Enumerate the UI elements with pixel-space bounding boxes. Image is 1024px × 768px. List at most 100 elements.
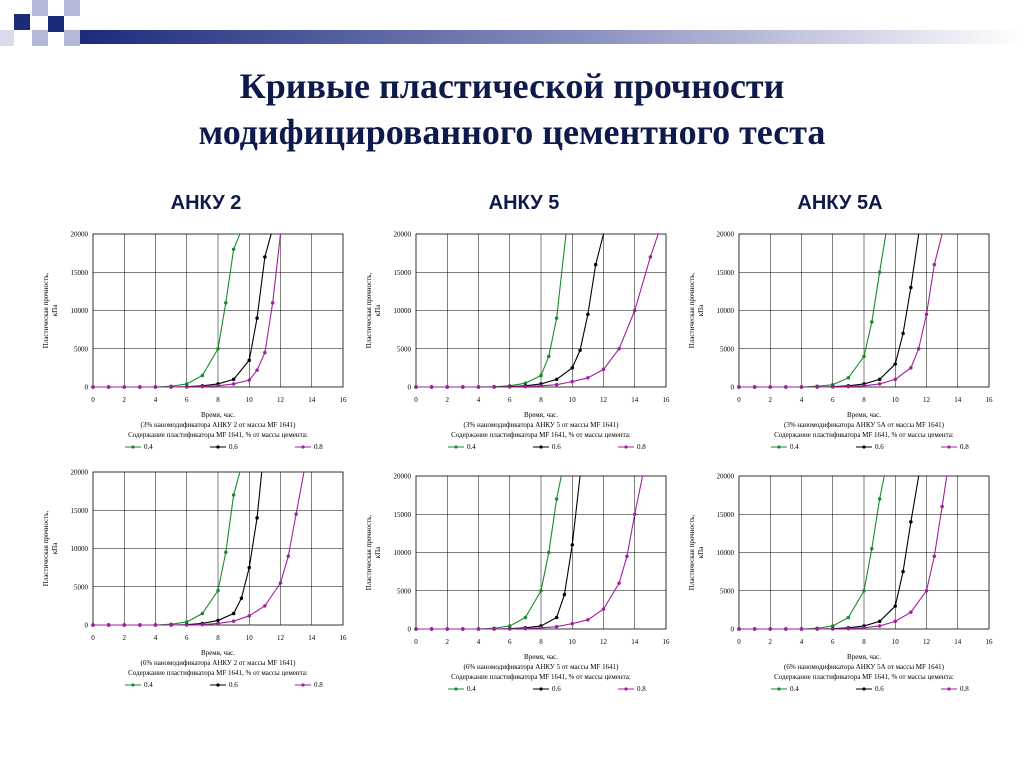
- x-tick-label: 2: [123, 634, 127, 642]
- legend-marker-0.8: [624, 445, 628, 449]
- data-point-0.6: [216, 618, 220, 623]
- data-point-0.6: [593, 262, 598, 267]
- chart-note: (6% наномодификатора АНКУ 5 от массы MF …: [464, 663, 620, 671]
- data-point-0.8: [586, 376, 590, 380]
- data-point-0.8: [924, 588, 929, 593]
- y-axis-label-line-2: кПа: [51, 304, 59, 316]
- legend-label-0.6: 0.6: [875, 685, 884, 693]
- data-point-0.8: [768, 627, 773, 631]
- y-tick-label: 20000: [717, 473, 735, 481]
- data-point-0.8: [231, 619, 236, 623]
- data-point-0.8: [138, 623, 142, 627]
- data-point-0.8: [461, 627, 465, 631]
- x-tick-label: 12: [600, 638, 608, 646]
- data-point-0.8: [940, 504, 944, 509]
- data-point-0.8: [91, 623, 95, 627]
- data-point-0.8: [492, 385, 496, 389]
- data-point-0.4: [547, 354, 551, 359]
- chart-anku2-6pct: 0 2 4 6 8 10 12 14 16 0 5000 10000 15000 20000 Пластич…: [38, 464, 358, 700]
- y-tick-label: 10000: [717, 549, 735, 557]
- data-point-0.8: [200, 384, 205, 389]
- header-decoration: [0, 0, 1024, 46]
- x-tick-label: 14: [954, 638, 962, 646]
- data-point-0.8: [429, 385, 434, 389]
- data-point-0.6: [231, 611, 236, 616]
- legend-marker-0.8: [947, 687, 951, 691]
- x-tick-label: 6: [508, 638, 512, 646]
- data-point-0.6: [893, 604, 898, 608]
- y-tick-label: 10000: [394, 549, 412, 557]
- x-tick-label: 4: [477, 638, 481, 646]
- data-point-0.8: [270, 301, 275, 305]
- data-point-0.8: [263, 604, 267, 608]
- y-tick-label: 15000: [717, 511, 735, 519]
- x-tick-label: 10: [246, 396, 254, 404]
- legend-label-0.4: 0.4: [790, 685, 799, 693]
- y-axis-label: Пластическая прочность,кПа: [688, 273, 705, 349]
- data-point-0.6: [877, 377, 882, 382]
- x-tick-label: 12: [277, 396, 285, 404]
- x-tick-label: 14: [308, 634, 316, 642]
- data-point-0.8: [153, 385, 158, 389]
- data-point-0.8: [554, 382, 559, 387]
- data-point-0.8: [893, 619, 898, 624]
- y-axis-label-line-2: кПа: [697, 546, 705, 558]
- data-point-0.6: [901, 331, 905, 336]
- data-point-0.6: [255, 316, 259, 320]
- chart-svg: 0 2 4 6 8 10 12 14 16 0 5000 10000 15000 20000 Пластич…: [365, 473, 670, 694]
- chart-anku5-6pct: 0 2 4 6 8 10 12 14 16 0 5000 10000 15000 20000 Пластич…: [361, 468, 681, 704]
- x-tick-label: 2: [769, 638, 773, 646]
- x-tick-label: 14: [631, 638, 639, 646]
- deco-square-4: [48, 16, 64, 32]
- legend-label-0.4: 0.4: [790, 443, 799, 451]
- legend-title: Содержание пластификатора MF 1641, % от …: [774, 431, 954, 439]
- x-tick-label: 0: [91, 634, 95, 642]
- data-point-0.8: [216, 384, 220, 388]
- legend-marker-0.8: [301, 683, 305, 687]
- data-point-0.4: [862, 588, 866, 593]
- y-axis-label-line-1: Пластическая прочность,: [688, 273, 696, 349]
- data-point-0.8: [784, 385, 788, 389]
- x-tick-label: 2: [769, 396, 773, 404]
- data-point-0.8: [830, 385, 835, 389]
- data-point-0.8: [200, 622, 205, 627]
- data-point-0.6: [554, 377, 559, 382]
- legend-marker-0.4: [454, 687, 458, 691]
- data-point-0.8: [106, 623, 111, 627]
- y-tick-label: 10000: [394, 307, 412, 315]
- data-point-0.6: [909, 520, 913, 524]
- y-tick-label: 15000: [71, 507, 89, 515]
- data-point-0.8: [231, 382, 236, 386]
- y-tick-label: 20000: [71, 231, 89, 239]
- legend-marker-0.6: [862, 687, 866, 691]
- deco-square-7: [0, 30, 14, 46]
- data-point-0.8: [476, 385, 481, 389]
- x-tick-label: 8: [539, 638, 543, 646]
- x-tick-label: 10: [569, 638, 577, 646]
- data-point-0.8: [815, 627, 819, 631]
- y-axis-label-line-2: кПа: [374, 304, 382, 316]
- y-axis-label: Пластическая прочность,кПа: [365, 515, 382, 591]
- legend-title: Содержание пластификатора MF 1641, % от …: [774, 673, 954, 681]
- data-point-0.8: [893, 377, 898, 382]
- y-tick-label: 20000: [394, 473, 412, 481]
- legend-label-0.4: 0.4: [144, 681, 153, 689]
- data-point-0.4: [870, 546, 874, 551]
- data-point-0.8: [539, 626, 543, 630]
- data-point-0.8: [539, 384, 543, 388]
- data-point-0.8: [862, 626, 866, 630]
- y-tick-label: 0: [408, 384, 412, 392]
- data-point-0.8: [184, 623, 189, 627]
- data-point-0.6: [893, 362, 898, 366]
- legend-marker-0.6: [539, 445, 543, 449]
- y-tick-label: 5000: [397, 587, 412, 595]
- x-tick-label: 12: [600, 396, 608, 404]
- data-point-0.8: [153, 623, 158, 627]
- series-line-0.8: [93, 471, 305, 626]
- y-axis-label-line-1: Пластическая прочность,: [42, 511, 50, 587]
- x-axis-label: Время, час.: [201, 411, 235, 419]
- data-point-0.4: [224, 550, 228, 555]
- data-point-0.8: [932, 262, 937, 267]
- chart-note: (3% наномодификатора АНКУ 5 от массы MF …: [464, 421, 620, 429]
- x-tick-label: 2: [123, 396, 127, 404]
